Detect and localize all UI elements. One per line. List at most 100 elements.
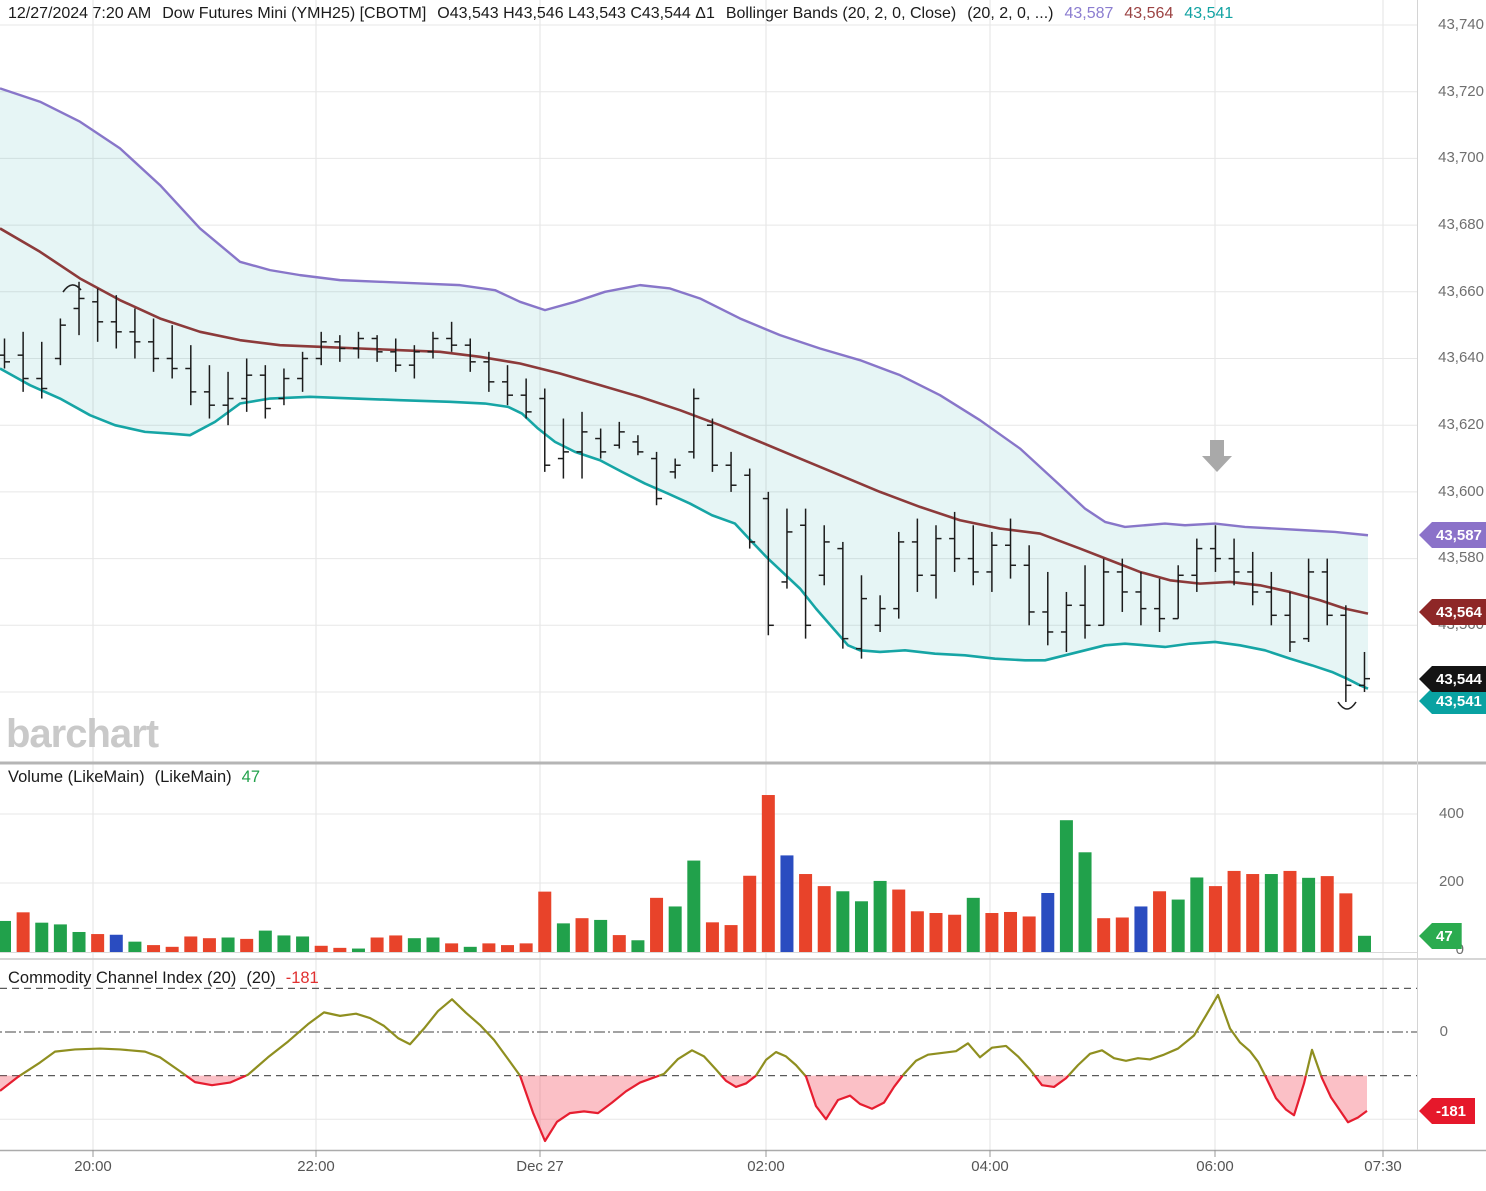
price-axis-label[interactable]: 43,740 bbox=[1438, 16, 1484, 33]
cci-axis-label[interactable]: 0 bbox=[1439, 1023, 1448, 1040]
ohlc-bars bbox=[0, 281, 1370, 703]
volume-title-param[interactable]: (LikeMain) bbox=[154, 768, 232, 786]
time-axis-label[interactable]: 07:30 bbox=[1364, 1158, 1402, 1175]
volume-bar bbox=[594, 919, 608, 952]
volume-bar bbox=[1190, 877, 1204, 952]
volume-bar bbox=[445, 943, 459, 952]
volume-bar bbox=[221, 937, 235, 952]
volume-bar bbox=[1264, 874, 1278, 952]
volume-bar bbox=[892, 889, 906, 952]
volume-bar bbox=[1171, 899, 1185, 952]
cci-title-label[interactable]: Commodity Channel Index (20) bbox=[8, 969, 237, 987]
volume-bar bbox=[538, 891, 552, 952]
cci-line-segment bbox=[658, 1049, 723, 1077]
cci-oversold-fill bbox=[1034, 1075, 1069, 1087]
price-badge: 43,544 bbox=[1419, 666, 1486, 692]
volume-bar bbox=[1115, 917, 1129, 952]
volume-bar bbox=[501, 945, 515, 952]
price-axis-label[interactable]: 43,700 bbox=[1438, 149, 1484, 166]
cci-line-segment bbox=[1264, 1075, 1307, 1117]
cci-panel-title: Commodity Channel Index (20) (20) -181 bbox=[8, 969, 319, 988]
price-axis-label[interactable]: 43,720 bbox=[1438, 83, 1484, 100]
cci-line-segment bbox=[518, 1074, 660, 1143]
cci-title-param[interactable]: (20) bbox=[246, 969, 276, 987]
cci-oversold-fill bbox=[0, 1075, 20, 1091]
price-axis-label[interactable]: 43,640 bbox=[1438, 349, 1484, 366]
volume-bar bbox=[1153, 891, 1167, 952]
cci-line-segment bbox=[901, 1042, 1036, 1077]
volume-axis-label[interactable]: 400 bbox=[1438, 805, 1464, 822]
cci-line-segment bbox=[804, 1074, 904, 1121]
volume-axis-label[interactable]: 200 bbox=[1438, 873, 1464, 890]
time-axis-label[interactable]: 04:00 bbox=[971, 1158, 1009, 1175]
volume-bar bbox=[91, 934, 105, 952]
time-axis-label[interactable]: 20:00 bbox=[74, 1158, 112, 1175]
volume-bar bbox=[1004, 911, 1018, 952]
volume-bars bbox=[0, 795, 1371, 952]
header-datetime: 12/27/2024 7:20 AM bbox=[8, 5, 152, 22]
volume-bar bbox=[463, 946, 477, 952]
volume-bar bbox=[109, 934, 123, 952]
volume-bar bbox=[1134, 906, 1148, 952]
volume-bar bbox=[687, 860, 701, 952]
volume-bar bbox=[35, 922, 49, 952]
volume-bar bbox=[1302, 877, 1316, 952]
volume-bar bbox=[985, 913, 999, 952]
volume-bar bbox=[202, 938, 216, 952]
header-bb-lower-value: 43,541 bbox=[1184, 5, 1234, 22]
time-axis-label[interactable]: 02:00 bbox=[747, 1158, 785, 1175]
volume-bar bbox=[0, 920, 11, 952]
volume-bar bbox=[426, 937, 440, 952]
volume-bar bbox=[184, 936, 198, 952]
volume-title-label[interactable]: Volume (LikeMain) bbox=[8, 768, 145, 786]
price-axis-label[interactable]: 43,580 bbox=[1438, 549, 1484, 566]
volume-bar bbox=[128, 941, 142, 952]
volume-bar bbox=[147, 945, 161, 952]
volume-bar bbox=[575, 918, 589, 952]
volume-bar bbox=[650, 897, 664, 952]
volume-bar bbox=[277, 935, 291, 952]
header-study-params[interactable]: (20, 2, 0, ...) bbox=[967, 5, 1054, 22]
price-axis-label[interactable]: 43,620 bbox=[1438, 416, 1484, 433]
price-axis-label[interactable]: 43,660 bbox=[1438, 283, 1484, 300]
volume-bar bbox=[240, 938, 254, 952]
volume-bar bbox=[1059, 820, 1073, 952]
volume-bar bbox=[817, 886, 831, 952]
cci-oversold-fill bbox=[1321, 1075, 1367, 1123]
volume-bar bbox=[53, 924, 67, 952]
header-ohlc-values: O43,543 H43,546 L43,543 C43,544 Δ1 bbox=[437, 5, 715, 22]
time-axis-label[interactable]: 22:00 bbox=[297, 1158, 335, 1175]
volume-bar bbox=[705, 922, 719, 952]
volume-bar bbox=[482, 943, 496, 952]
volume-bar bbox=[1357, 935, 1371, 952]
volume-bar bbox=[799, 874, 813, 952]
header-bb-middle-value: 43,564 bbox=[1124, 5, 1174, 22]
volume-bar bbox=[556, 923, 570, 952]
volume-bar bbox=[407, 938, 421, 952]
cci-line-segment bbox=[755, 1050, 807, 1077]
time-axis-label[interactable]: 06:00 bbox=[1196, 1158, 1234, 1175]
volume-bar bbox=[1041, 893, 1055, 952]
chart-header: 12/27/2024 7:20 AM Dow Futures Mini (YMH… bbox=[8, 5, 1233, 23]
header-study-name[interactable]: Bollinger Bands (20, 2, 0, Close) bbox=[725, 5, 957, 22]
volume-bar bbox=[16, 912, 30, 952]
volume-bar bbox=[72, 931, 86, 952]
price-axis-label[interactable]: 43,600 bbox=[1438, 483, 1484, 500]
volume-bar bbox=[929, 913, 943, 952]
volume-bar bbox=[854, 901, 868, 952]
time-axis-label[interactable]: Dec 27 bbox=[516, 1158, 564, 1175]
volume-bar bbox=[165, 946, 179, 952]
cci-line-segment bbox=[19, 1047, 187, 1077]
volume-current-value: 47 bbox=[241, 768, 261, 786]
cci-oversold-fill bbox=[1265, 1075, 1306, 1116]
volume-bar bbox=[519, 943, 533, 952]
cci-line-segment bbox=[720, 1074, 757, 1089]
price-axis-label[interactable]: 43,680 bbox=[1438, 216, 1484, 233]
cci-line-segment bbox=[0, 1074, 21, 1092]
volume-axis-label[interactable]: 0 bbox=[1455, 941, 1464, 958]
volume-bar bbox=[836, 891, 850, 952]
volume-bar bbox=[668, 906, 682, 952]
volume-bar bbox=[333, 947, 347, 952]
high-arc-marker bbox=[62, 284, 82, 293]
